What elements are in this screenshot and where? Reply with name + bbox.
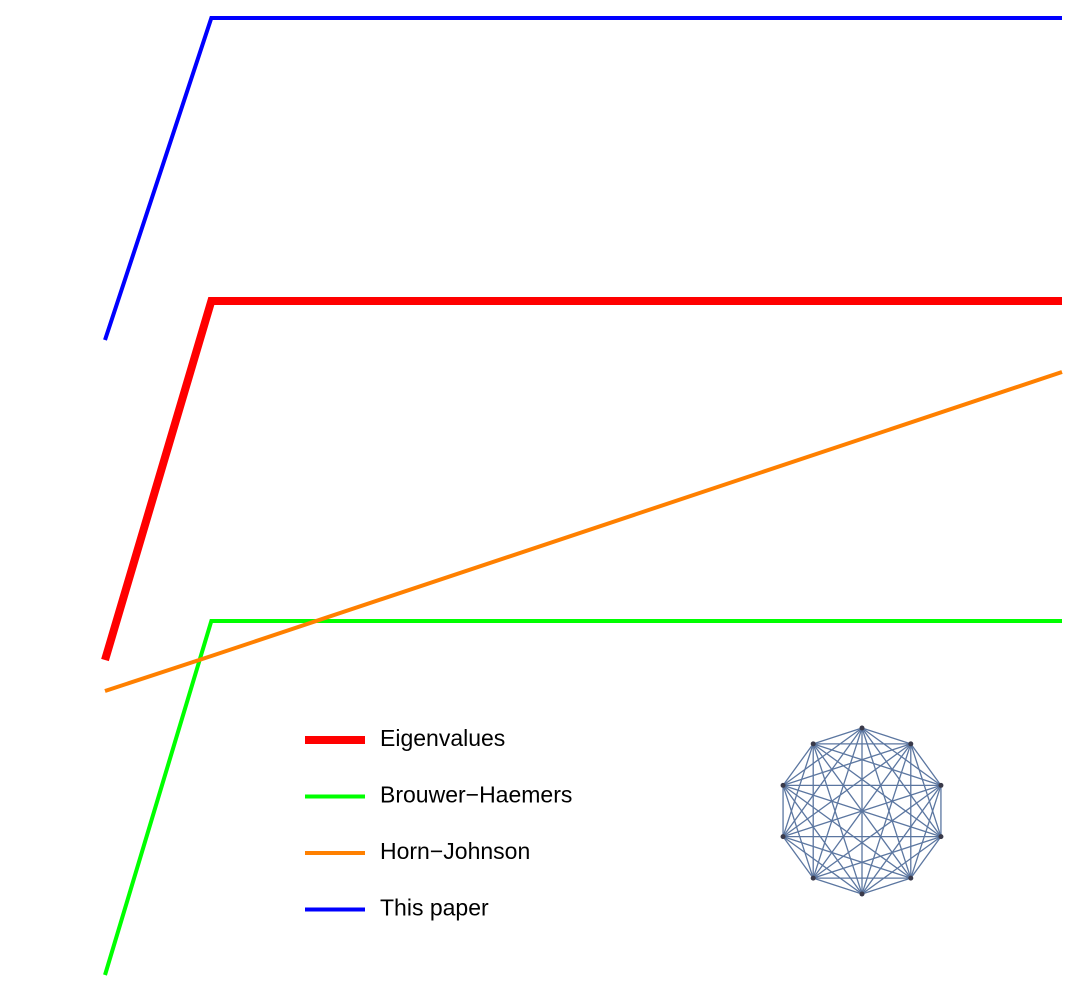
graph-edge: [782, 784, 863, 895]
graph-edge: [813, 836, 942, 879]
graph-edge: [782, 836, 911, 879]
graph-node: [908, 875, 914, 881]
graph-edge: [782, 785, 814, 879]
graph-edge: [782, 727, 863, 838]
graph-edge: [861, 727, 942, 838]
graph-node: [810, 741, 816, 747]
graph-node: [780, 782, 786, 788]
legend-label: This paper: [380, 895, 489, 921]
complete-graph-icon: [780, 725, 944, 897]
series-line: [101, 297, 1062, 662]
graph-edge: [861, 727, 911, 745]
graph-edge: [861, 784, 942, 895]
graph-edge: [813, 743, 942, 786]
graph-edge: [782, 743, 814, 837]
series-line: [103, 619, 1062, 976]
graph-node: [859, 891, 865, 897]
legend-label: Horn−Johnson: [380, 838, 530, 864]
graph-edge: [782, 836, 814, 879]
legend: Eigenvalues Brouwer−Haemers Horn−Johnson Th…: [305, 725, 572, 921]
legend-label: Brouwer−Haemers: [380, 782, 572, 808]
graph-edge: [812, 743, 912, 879]
graph-edge: [910, 743, 942, 786]
graph-edge: [782, 743, 911, 786]
graph-edge: [812, 743, 863, 895]
graph-node: [908, 741, 914, 747]
graph-edge: [782, 784, 912, 879]
graph-edge: [782, 743, 814, 786]
graph-edge: [813, 727, 863, 745]
graph-edge: [782, 836, 863, 895]
graph-edge: [812, 743, 942, 838]
graph-node: [938, 782, 944, 788]
legend-label: Eigenvalues: [380, 725, 505, 751]
series-line: [104, 370, 1063, 693]
series-line: [103, 16, 1062, 341]
graph-node: [810, 875, 816, 881]
graph-node: [859, 725, 865, 731]
graph-edge: [861, 877, 911, 895]
graph-edge: [813, 877, 863, 895]
graph-node: [780, 834, 786, 840]
graph-edge: [910, 836, 942, 879]
graph-node: [938, 834, 944, 840]
